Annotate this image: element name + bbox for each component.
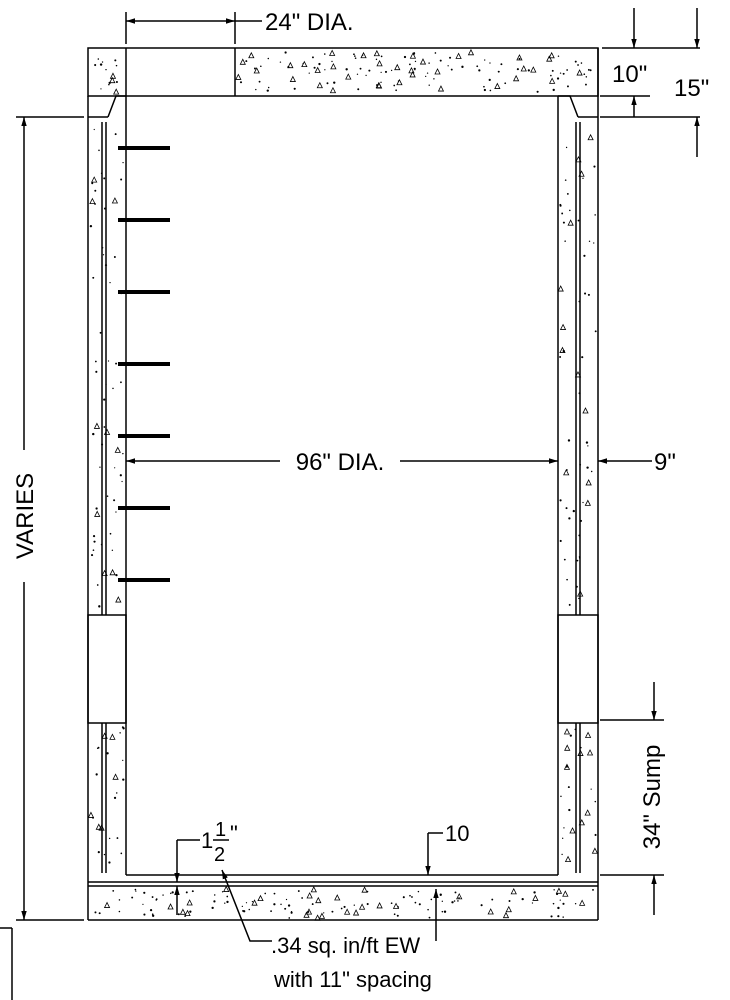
left-wall — [87, 96, 127, 920]
top-slab-thickness-label: 10" — [612, 61, 647, 88]
cover-dimension: 1 1 2 " — [174, 819, 238, 915]
opening-dimension: 24" DIA. — [125, 9, 354, 44]
pipe-opening-left — [87, 614, 127, 724]
reinforcement-label-line2: with 11" spacing — [273, 967, 432, 992]
inside-dia-label: 96" DIA. — [296, 449, 385, 476]
base-slab — [88, 874, 598, 921]
top-slab — [87, 47, 599, 97]
base-callout: 10 — [425, 821, 469, 875]
height-label: VARIES — [12, 473, 39, 559]
inside-dia-dimension: 96" DIA. — [126, 449, 558, 476]
top-offset-label: 15" — [674, 75, 709, 102]
ladder-rungs — [118, 146, 170, 582]
cover-numerator: 1 — [215, 819, 226, 841]
base-slab-stipple — [94, 885, 594, 921]
top-slab-stipple — [235, 48, 592, 94]
wall-thickness-dimension: 9" — [598, 449, 676, 476]
sump-dimension: 34" Sump — [600, 682, 666, 915]
reinforcement-leader: .34 sq. in/ft EW with 11" spacing — [221, 869, 439, 992]
reinforcement-label-line1: .34 sq. in/ft EW — [271, 933, 420, 958]
pipe-opening-right — [557, 614, 599, 724]
transition-haunch — [88, 95, 598, 118]
top-slab-stipple-left — [94, 58, 120, 95]
right-wall — [557, 48, 599, 920]
right-wall-stipple — [557, 133, 599, 862]
left-wall-stipple — [87, 128, 125, 864]
top-slab-dimension: 10" 15" — [600, 8, 709, 157]
height-dimension: VARIES — [12, 116, 84, 921]
cover-denominator: 2 — [214, 844, 225, 866]
base-callout-label: 10 — [445, 821, 469, 846]
border-frame-corner — [0, 927, 13, 1000]
cover-whole: 1 — [201, 828, 213, 853]
sump-label: 34" Sump — [639, 745, 666, 850]
cover-unit: " — [230, 821, 238, 846]
opening-dia-label: 24" DIA. — [265, 9, 354, 36]
wall-thickness-label: 9" — [654, 449, 676, 476]
